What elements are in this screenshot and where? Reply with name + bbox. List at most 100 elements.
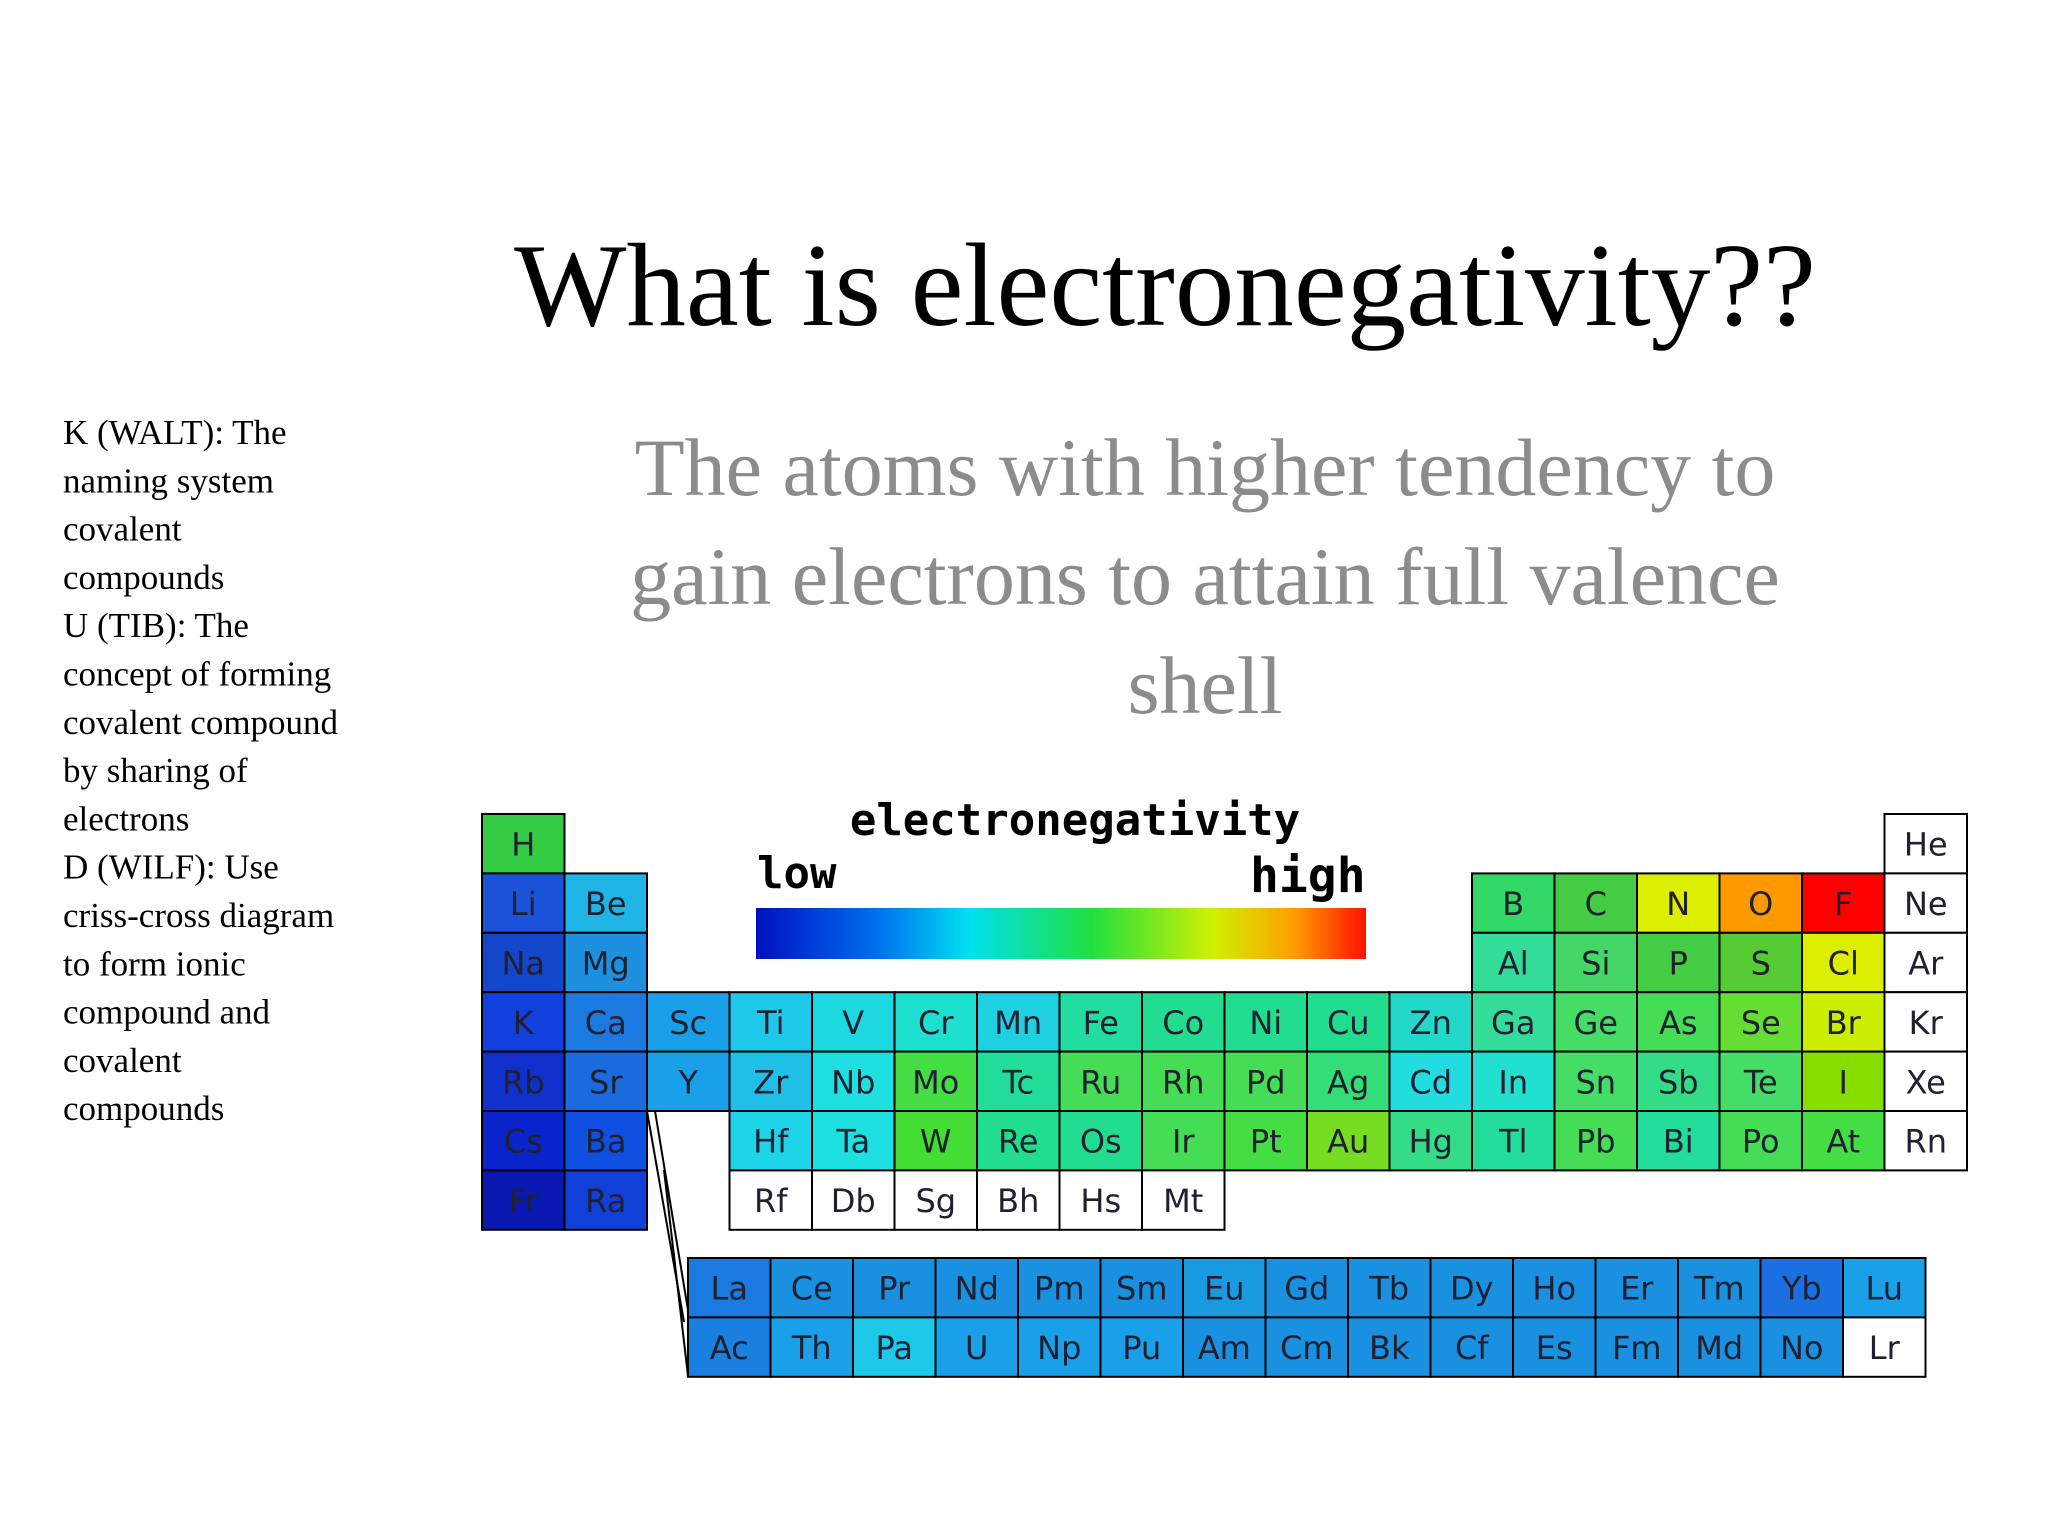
element-symbol: Ne [1904, 885, 1948, 923]
element-symbol: Bh [997, 1182, 1039, 1220]
element-box [1801, 1110, 1886, 1172]
element-symbol: Nd [955, 1270, 999, 1308]
element-box [976, 1169, 1061, 1231]
element-symbol: C [1585, 885, 1607, 923]
element-symbol: Ag [1327, 1063, 1369, 1101]
element-symbol: Ta [835, 1123, 870, 1161]
element-cell: Sb [1636, 1050, 1721, 1112]
element-cell: F [1801, 872, 1886, 934]
element-box [687, 1316, 772, 1378]
element-box [1553, 931, 1638, 994]
element-cell: Au [1306, 1110, 1391, 1172]
element-symbol: Ru [1080, 1063, 1121, 1101]
gradient-bar [756, 908, 1366, 959]
element-symbol: Fm [1612, 1329, 1662, 1367]
element-symbol: Te [1743, 1063, 1778, 1101]
element-box [1471, 931, 1556, 994]
element-box [1759, 1316, 1844, 1378]
element-cell: O [1718, 872, 1803, 934]
element-symbol: F [1834, 885, 1852, 923]
element-cell: Rh [1141, 1050, 1226, 1112]
element-symbol: Na [501, 945, 545, 983]
element-cell: Zn [1388, 991, 1473, 1053]
element-symbol: Tm [1693, 1270, 1745, 1308]
element-symbol: Rh [1162, 1063, 1205, 1101]
element-cell: Gd [1264, 1257, 1349, 1319]
element-symbol: Po [1742, 1123, 1780, 1161]
element-cell: Ti [728, 991, 813, 1053]
element-symbol: Os [1080, 1123, 1122, 1161]
element-cell: Bh [976, 1169, 1061, 1231]
note-line: compounds [63, 558, 224, 597]
element-box [1223, 991, 1308, 1053]
element-cell: Lr [1842, 1316, 1927, 1378]
element-symbol: Xe [1906, 1063, 1946, 1101]
element-symbol: Dy [1450, 1270, 1494, 1308]
element-cell: Ge [1553, 991, 1638, 1053]
element-symbol: Al [1498, 945, 1529, 983]
element-cell: Cu [1306, 991, 1391, 1053]
element-symbol: N [1666, 885, 1690, 923]
element-cell: Ta [811, 1110, 896, 1172]
element-box [1718, 991, 1803, 1053]
element-box [1388, 1110, 1473, 1172]
element-cell: Ho [1512, 1257, 1597, 1319]
element-box [1553, 1110, 1638, 1172]
note-line: naming system [63, 461, 274, 500]
element-cell: Pd [1223, 1050, 1308, 1112]
element-cell: Cd [1388, 1050, 1473, 1112]
note-line: D (WILF): Use [63, 848, 279, 887]
element-box [481, 1110, 566, 1172]
element-cell: Sg [893, 1169, 978, 1231]
element-box [934, 1257, 1019, 1319]
element-symbol: Am [1198, 1329, 1251, 1367]
element-symbol: Es [1536, 1329, 1573, 1367]
element-cell: Re [976, 1110, 1061, 1172]
element-cell: La [687, 1257, 772, 1319]
element-symbol: Mo [912, 1063, 959, 1101]
element-symbol: Pu [1122, 1329, 1161, 1367]
connector-lines [646, 1110, 691, 1377]
element-cell: I [1801, 1050, 1886, 1112]
element-cell: Sm [1099, 1257, 1184, 1319]
element-symbol: Ho [1532, 1270, 1576, 1308]
element-cell: Bi [1636, 1110, 1721, 1172]
element-cell: Cm [1264, 1316, 1349, 1378]
element-box [563, 1050, 648, 1112]
element-box [1842, 1257, 1927, 1319]
element-cell: Mn [976, 991, 1061, 1053]
element-symbol: Kr [1909, 1004, 1944, 1042]
element-symbol: Hf [753, 1123, 789, 1161]
element-box [563, 1169, 648, 1231]
legend-low: low [757, 848, 837, 899]
element-box [1429, 1257, 1514, 1319]
element-symbol: Er [1620, 1270, 1654, 1308]
element-box [1058, 1169, 1143, 1231]
element-symbol: W [920, 1123, 952, 1161]
element-cell: Ne [1883, 872, 1968, 934]
element-symbol: He [1904, 826, 1948, 864]
element-symbol: Bi [1663, 1123, 1694, 1161]
element-cell: Yb [1759, 1257, 1844, 1319]
element-cell: Pb [1553, 1110, 1638, 1172]
element-symbol: Lu [1865, 1270, 1903, 1308]
element-symbol: Np [1037, 1329, 1081, 1367]
element-symbol: Si [1581, 945, 1610, 983]
element-cell: Nb [811, 1050, 896, 1112]
element-cell: Y [646, 1050, 731, 1112]
element-box [687, 1257, 772, 1319]
note-line: K (WALT): The [63, 413, 287, 452]
element-cell: Ar [1883, 931, 1968, 994]
element-symbol: Ce [791, 1270, 833, 1308]
element-symbol: Br [1826, 1004, 1862, 1042]
element-symbol: Th [791, 1329, 832, 1367]
element-cell: Ni [1223, 991, 1308, 1053]
element-box [563, 1110, 648, 1172]
element-cell: Tl [1471, 1110, 1556, 1172]
element-box [811, 1169, 896, 1231]
element-symbol: I [1839, 1063, 1848, 1101]
element-symbol: Be [585, 885, 627, 923]
element-symbol: Pb [1576, 1123, 1616, 1161]
element-box [1677, 1316, 1762, 1378]
element-cell: Cs [481, 1110, 566, 1172]
